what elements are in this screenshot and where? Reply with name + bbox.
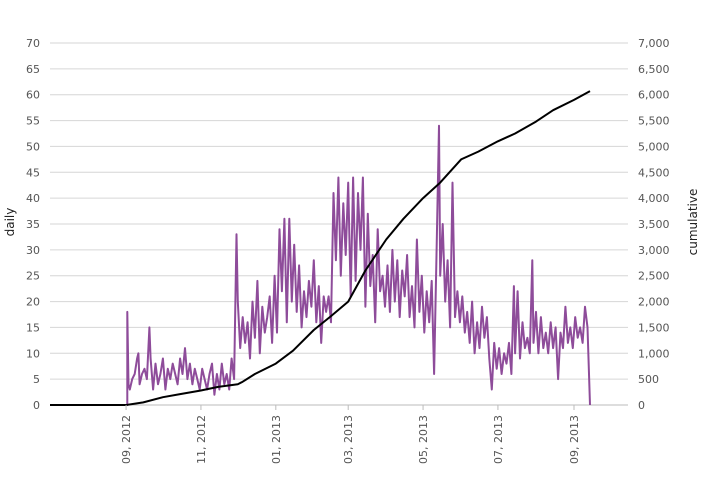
x-tick-label: 09, 2013 — [568, 415, 581, 464]
x-axis-ticks: 09, 2012 11, 2012 01, 2013 03, 2013 05, 2013… — [120, 405, 581, 464]
y-left-tick-label: 60 — [26, 89, 40, 102]
x-tick-label: 01, 2013 — [270, 415, 283, 464]
y-left-tick-label: 70 — [26, 37, 40, 50]
y-left-tick-label: 45 — [26, 166, 40, 179]
y-left-tick-label: 30 — [26, 244, 40, 257]
y-right-tick-label: 0 — [638, 399, 645, 412]
y-right-tick-label: 2,500 — [638, 270, 670, 283]
y-right-tick-label: 5,000 — [638, 140, 670, 153]
grid-lines — [50, 42, 628, 406]
y-left-tick-label: 35 — [26, 218, 40, 231]
x-tick-label: 09, 2012 — [120, 415, 133, 464]
y-right-tick-label: 500 — [638, 373, 659, 386]
y-right-tick-label: 1,000 — [638, 347, 670, 360]
series-line-cumulative — [50, 90, 591, 406]
y-right-tick-label: 6,500 — [638, 63, 670, 76]
y-right-tick-label: 7,000 — [638, 37, 670, 50]
x-tick-label: 11, 2012 — [195, 415, 208, 464]
y-axis-right-ticks: 0 500 1,000 1,500 2,000 2,500 3,000 3,500 4,000 4… — [638, 37, 670, 412]
y-left-tick-label: 65 — [26, 63, 40, 76]
series-line-daily — [50, 124, 591, 406]
y-axis-right-title: cumulative — [686, 189, 700, 256]
y-left-tick-label: 25 — [26, 270, 40, 283]
y-left-tick-label: 10 — [26, 347, 40, 360]
y-axis-left-title: daily — [3, 208, 17, 237]
y-right-tick-label: 4,500 — [638, 166, 670, 179]
x-tick-label: 05, 2013 — [417, 415, 430, 464]
y-left-tick-label: 40 — [26, 192, 40, 205]
y-left-tick-label: 50 — [26, 140, 40, 153]
x-tick-label: 03, 2013 — [342, 415, 355, 464]
y-left-tick-label: 0 — [33, 399, 40, 412]
y-right-tick-label: 6,000 — [638, 89, 670, 102]
y-right-tick-label: 5,500 — [638, 115, 670, 128]
y-right-tick-label: 1,500 — [638, 321, 670, 334]
y-left-tick-label: 55 — [26, 115, 40, 128]
x-tick-label: 07, 2013 — [492, 415, 505, 464]
y-left-tick-label: 5 — [33, 373, 40, 386]
y-right-tick-label: 2,000 — [638, 296, 670, 309]
y-left-tick-label: 20 — [26, 296, 40, 309]
y-axis-left-ticks: 0 5 10 15 20 25 30 35 40 45 50 55 60 65 70 — [26, 37, 40, 412]
y-right-tick-label: 3,500 — [638, 218, 670, 231]
y-right-tick-label: 4,000 — [638, 192, 670, 205]
series-layer — [50, 90, 591, 406]
y-left-tick-label: 15 — [26, 321, 40, 334]
y-right-tick-label: 3,000 — [638, 244, 670, 257]
